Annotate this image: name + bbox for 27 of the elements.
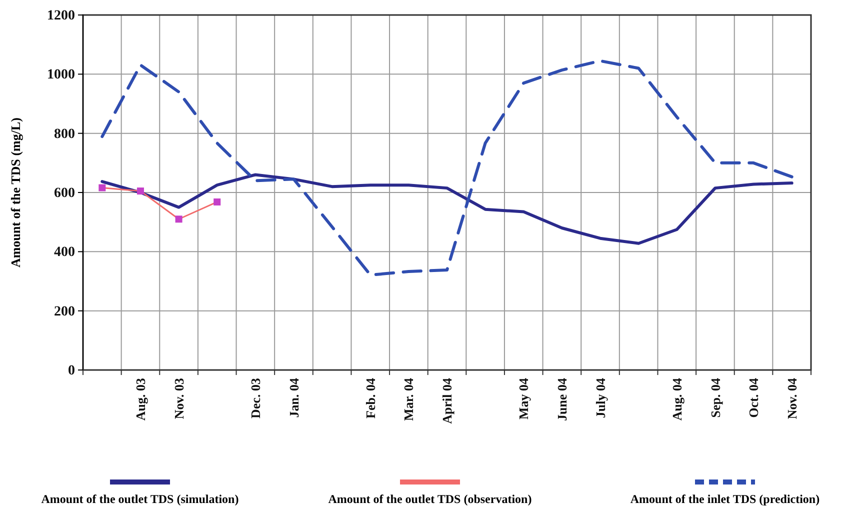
legend-label: Amount of the inlet TDS (prediction) bbox=[630, 492, 820, 506]
y-tick-label: 200 bbox=[54, 304, 75, 320]
x-tick-label: Sep. 04 bbox=[708, 378, 723, 418]
y-tick-label: 1000 bbox=[47, 68, 75, 83]
x-tick-label: Jan. 04 bbox=[286, 378, 302, 418]
x-tick-label: Mar. 04 bbox=[401, 378, 416, 421]
x-tick-label: Nov. 03 bbox=[171, 378, 186, 420]
x-tick-label: Aug. 04 bbox=[669, 378, 684, 421]
y-tick-label: 600 bbox=[54, 186, 75, 201]
x-tick-label: July 04 bbox=[592, 378, 608, 418]
y-tick-label: 1200 bbox=[47, 8, 75, 24]
x-tick-label: Nov. 04 bbox=[784, 378, 800, 420]
x-tick-label: Oct. 04 bbox=[746, 378, 762, 418]
x-tick-label: Aug. 03 bbox=[133, 378, 148, 421]
legend-label: Amount of the outlet TDS (simulation) bbox=[41, 492, 239, 506]
x-tick-label: May 04 bbox=[516, 378, 532, 420]
y-axis-title: Amount of the TDS (mg/L) bbox=[8, 118, 23, 268]
line-series bbox=[100, 59, 794, 277]
y-tick-label: 0 bbox=[68, 363, 75, 378]
x-tick-label: Feb. 04 bbox=[362, 378, 378, 418]
legend-label: Amount of the outlet TDS (observation) bbox=[328, 492, 532, 506]
x-tick-label: June 04 bbox=[554, 378, 570, 421]
y-tick-label: 800 bbox=[54, 126, 75, 142]
line-series bbox=[100, 173, 794, 245]
x-tick-label: April 04 bbox=[440, 378, 455, 424]
x-tick-label: Dec. 03 bbox=[248, 378, 263, 418]
y-tick-label: 400 bbox=[54, 245, 75, 260]
